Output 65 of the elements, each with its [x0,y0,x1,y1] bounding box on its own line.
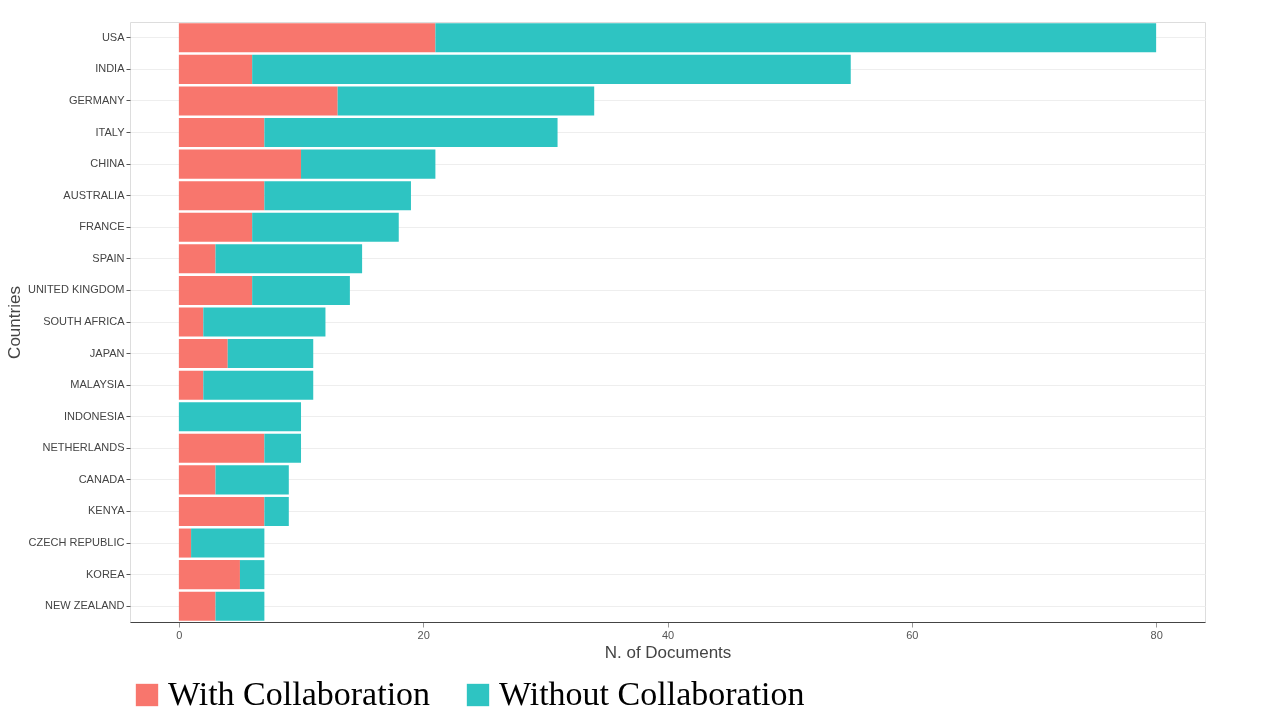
y-tick-label: CHINA [90,157,126,170]
bar [252,275,350,305]
bar [215,465,289,495]
bar [301,149,436,179]
y-tick-label: ITALY [95,125,126,138]
bar [178,149,302,179]
x-tick-label: 80 [1150,628,1163,641]
bar [178,591,216,621]
bar [178,23,436,53]
bar [252,212,399,242]
y-tick-label: FRANCE [79,220,125,233]
bar [203,370,314,400]
y-tick-label: SPAIN [92,251,125,264]
x-tick-label: 0 [176,628,183,641]
x-tick-label: 20 [417,628,430,641]
bar [215,591,265,621]
bar [178,118,265,148]
bar [435,23,1157,53]
bar [178,54,253,84]
y-tick-label: KOREA [85,567,126,580]
bar [252,54,851,84]
bar [239,560,265,590]
y-tick-label: SOUTH AFRICA [43,315,126,327]
bar [178,528,192,558]
bar [178,339,228,369]
bar [264,496,289,526]
bar [178,86,338,116]
y-tick-label: NETHERLANDS [42,441,125,454]
bar [178,560,240,590]
bar [178,402,302,432]
bar [178,275,253,305]
legend-label: Without Collaboration [499,675,805,712]
bar [337,86,595,116]
bar [264,181,411,211]
x-tick-label: 60 [906,628,919,641]
bar [264,118,558,148]
bar [178,244,216,274]
bar [203,307,326,337]
bar [178,465,216,495]
x-tick-label: 40 [661,628,675,641]
bar [178,496,265,526]
bar [264,433,302,463]
bar [227,339,314,369]
y-tick-label: JAPAN [89,346,125,359]
y-tick-label: CZECH REPUBLIC [28,536,125,549]
y-tick-label: INDIA [95,62,126,75]
y-tick-label: MALAYSIA [70,378,126,391]
bar [178,212,253,242]
legend-label: With Collaboration [168,675,431,712]
bar [178,433,265,463]
bar [178,370,204,400]
y-tick-label: GERMANY [68,93,126,106]
y-tick-label: KENYA [88,504,126,517]
bar [191,528,265,558]
y-tick-label: INDONESIA [63,409,126,422]
bar [215,244,363,274]
bar [178,181,265,211]
y-tick-label: USA [101,30,126,43]
y-axis-title: Countries [4,286,24,359]
y-tick-label: AUSTRALIA [63,188,126,201]
bar [178,307,204,337]
x-axis-title: N. of Documents [604,642,732,662]
y-tick-label: CANADA [78,472,126,485]
y-tick-label: NEW ZEALAND [45,599,125,612]
y-tick-label: UNITED KINGDOM [27,283,125,296]
